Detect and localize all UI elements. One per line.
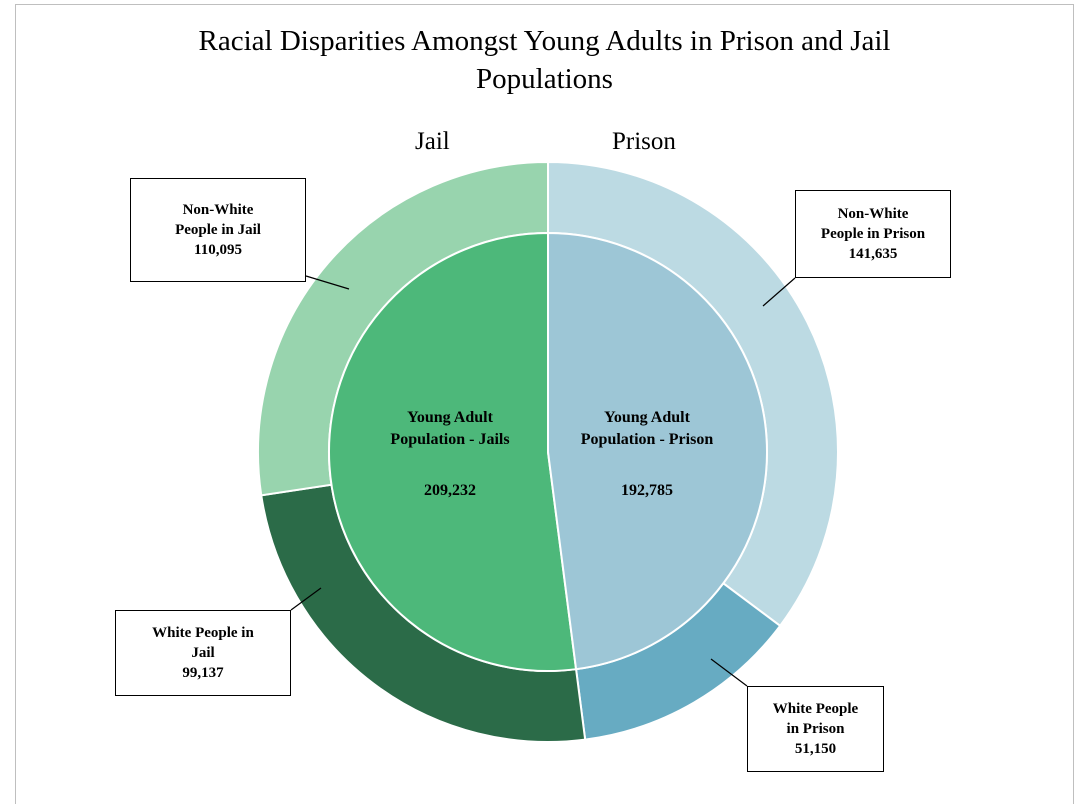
inner-slice-jail xyxy=(328,231,578,672)
inner-slice-prison xyxy=(547,231,768,671)
chart-title-line-2: Populations xyxy=(476,63,613,95)
chart-title: Racial Disparities Amongst Young Adults … xyxy=(15,22,1074,98)
callout-non-white-prison-line-1: Non-White xyxy=(837,206,909,222)
callout-white-prison: White People in Prison 51,150 xyxy=(747,686,884,772)
leader-white-jail xyxy=(290,587,322,611)
callout-white-jail-line-2: Jail xyxy=(191,645,215,661)
callout-white-prison-value: 51,150 xyxy=(794,741,837,757)
callout-non-white-jail-line-1: Non-White xyxy=(182,202,254,218)
callout-non-white-prison-line-2: People in Prison xyxy=(820,226,926,242)
callout-non-white-jail-line-2: People in Jail xyxy=(175,222,261,238)
callout-white-jail-value: 99,137 xyxy=(182,665,224,681)
callout-non-white-jail: Non-White People in Jail 110,095 xyxy=(130,178,306,282)
leader-non-white-jail xyxy=(305,275,350,290)
chart-title-line-1: Racial Disparities Amongst Young Adults … xyxy=(198,25,891,57)
callout-non-white-jail-value: 110,095 xyxy=(194,242,242,258)
callout-white-prison-line-2: in Prison xyxy=(786,721,845,737)
jail-side-label: Jail xyxy=(415,128,450,155)
inner-label-jail-line-1: Young Adult xyxy=(407,409,493,426)
chart-frame xyxy=(15,4,1074,804)
inner-label-prison-line-1: Young Adult xyxy=(604,409,690,426)
inner-label-jail-line-2: Population - Jails xyxy=(390,431,509,448)
leader-white-prison xyxy=(710,658,748,687)
callout-white-jail: White People in Jail 99,137 xyxy=(115,610,291,696)
inner-label-jail-value: 209,232 xyxy=(424,482,476,499)
inner-label-prison-line-2: Population - Prison xyxy=(581,431,714,448)
inner-label-prison-value: 192,785 xyxy=(621,482,673,499)
callout-non-white-prison: Non-White People in Prison 141,635 xyxy=(795,190,951,278)
callout-non-white-prison-value: 141,635 xyxy=(848,246,898,262)
callout-white-jail-line-1: White People in xyxy=(152,625,254,641)
prison-side-label: Prison xyxy=(612,128,676,155)
leader-non-white-prison xyxy=(762,277,796,307)
callout-white-prison-line-1: White People xyxy=(772,701,859,717)
